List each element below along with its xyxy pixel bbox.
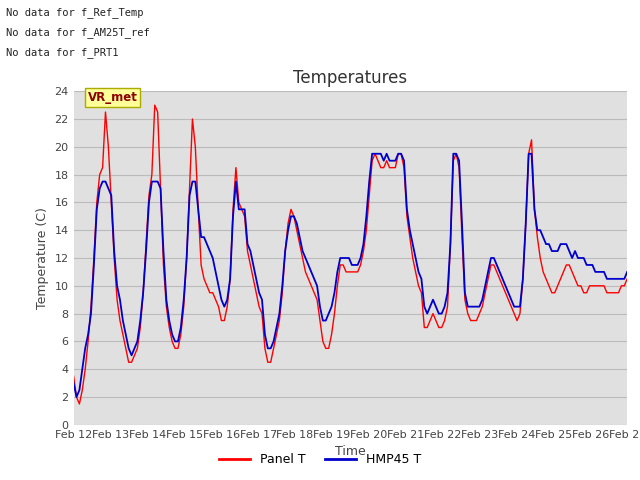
Text: No data for f_Ref_Temp: No data for f_Ref_Temp — [6, 7, 144, 18]
Title: Temperatures: Temperatures — [293, 69, 408, 87]
Text: VR_met: VR_met — [88, 91, 138, 104]
Y-axis label: Temperature (C): Temperature (C) — [36, 207, 49, 309]
Text: No data for f_PRT1: No data for f_PRT1 — [6, 48, 119, 59]
Text: No data for f_AM25T_ref: No data for f_AM25T_ref — [6, 27, 150, 38]
Legend: Panel T, HMP45 T: Panel T, HMP45 T — [214, 448, 426, 471]
X-axis label: Time: Time — [335, 445, 366, 458]
